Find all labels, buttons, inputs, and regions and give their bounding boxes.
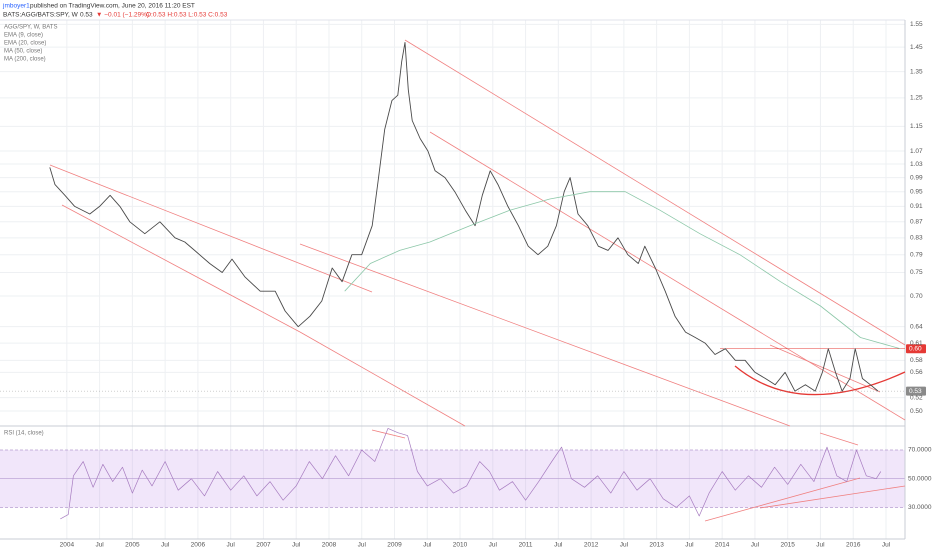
y-tick-label: 0.61 bbox=[910, 340, 923, 347]
x-tick-label: 2011 bbox=[519, 542, 533, 549]
last-price: 0.53 bbox=[80, 12, 93, 19]
y-tick-label: 0.79 bbox=[910, 251, 923, 258]
x-tick-label: 2016 bbox=[846, 542, 861, 549]
price-label: 0.53 bbox=[909, 388, 922, 395]
price-label: 0.60 bbox=[909, 345, 922, 352]
y-tick-label: 1.03 bbox=[910, 161, 923, 168]
rsi-tick-label: 70.0000 bbox=[908, 447, 932, 454]
series-line bbox=[49, 42, 879, 392]
trend-line bbox=[299, 243, 791, 427]
legend-entry: EMA (20, close) bbox=[4, 41, 46, 47]
y-tick-label: 0.83 bbox=[910, 235, 923, 242]
x-tick-label: Jul bbox=[292, 542, 301, 549]
trend-line bbox=[49, 164, 373, 293]
y-tick-label: 0.87 bbox=[910, 218, 923, 225]
y-tick-label: 1.55 bbox=[910, 21, 923, 28]
trend-line bbox=[61, 204, 301, 333]
x-tick-label: 2005 bbox=[125, 542, 140, 549]
y-tick-label: 1.25 bbox=[910, 95, 923, 102]
legend-entry: MA (200, close) bbox=[4, 57, 46, 63]
y-tick-label: 0.50 bbox=[910, 408, 923, 415]
x-tick-label: Jul bbox=[685, 542, 694, 549]
legend-entry: MA (50, close) bbox=[4, 49, 42, 55]
x-tick-label: 2008 bbox=[322, 542, 337, 549]
series-line bbox=[60, 428, 882, 520]
x-tick-label: 2007 bbox=[256, 542, 271, 549]
x-tick-label: 2006 bbox=[191, 542, 206, 549]
x-tick-label: Jul bbox=[882, 542, 891, 549]
x-tick-label: 2004 bbox=[60, 542, 75, 549]
price-label-box bbox=[906, 386, 926, 396]
trend-line bbox=[404, 39, 906, 346]
y-tick-label: 0.70 bbox=[910, 293, 923, 300]
trend-line bbox=[759, 485, 906, 509]
y-tick-label: 1.35 bbox=[910, 68, 923, 75]
legend-entry: AGG/SPY, W, BATS bbox=[4, 25, 57, 31]
y-tick-label: 0.52 bbox=[910, 394, 923, 401]
ohlc: O:0.53 H:0.53 L:0.53 C:0.53 bbox=[146, 12, 228, 19]
x-tick-label: 2015 bbox=[780, 542, 795, 549]
curve bbox=[734, 365, 906, 396]
y-tick-label: 0.95 bbox=[910, 188, 923, 195]
x-tick-label: Jul bbox=[423, 542, 432, 549]
x-tick-label: Jul bbox=[227, 542, 236, 549]
trend-line bbox=[819, 432, 859, 446]
y-tick-label: 0.91 bbox=[910, 203, 923, 210]
trend-line bbox=[429, 131, 906, 421]
x-tick-label: 2014 bbox=[715, 542, 730, 549]
x-tick-label: Jul bbox=[620, 542, 629, 549]
x-tick-label: 2013 bbox=[649, 542, 664, 549]
rsi-title: RSI (14, close) bbox=[4, 431, 44, 437]
x-tick-label: 2009 bbox=[387, 542, 402, 549]
change: ▼ −0.01 (−1.29%) bbox=[96, 12, 149, 19]
y-tick-label: 1.07 bbox=[910, 148, 923, 155]
trend-lines bbox=[49, 39, 906, 522]
trend-line bbox=[769, 344, 881, 393]
rsi-tick-label: 30.0000 bbox=[908, 504, 932, 511]
published: published on TradingView.com, June 20, 2… bbox=[30, 3, 195, 10]
legend-entry: EMA (9, close) bbox=[4, 33, 43, 39]
y-tick-label: 0.64 bbox=[910, 323, 923, 330]
grid bbox=[0, 20, 905, 539]
price-label-box bbox=[906, 344, 926, 354]
y-tick-label: 0.99 bbox=[910, 174, 923, 181]
x-tick-label: Jul bbox=[554, 542, 563, 549]
trend-line bbox=[299, 331, 466, 427]
rsi-tick-label: 50.0000 bbox=[908, 475, 932, 482]
x-tick-label: 2012 bbox=[584, 542, 599, 549]
y-tick-label: 0.75 bbox=[910, 269, 923, 276]
x-tick-label: Jul bbox=[95, 542, 104, 549]
author[interactable]: jmboyer1 bbox=[2, 3, 30, 10]
trend-line bbox=[371, 429, 406, 439]
x-tick-label: Jul bbox=[489, 542, 498, 549]
symbol: BATS:AGG/BATS:SPY, W bbox=[3, 12, 79, 19]
x-tick-label: Jul bbox=[161, 542, 170, 549]
trend-line bbox=[704, 477, 861, 522]
marks: 0.60 0.53 bbox=[0, 42, 926, 520]
x-tick-label: 2010 bbox=[453, 542, 468, 549]
y-tick-label: 1.15 bbox=[910, 123, 923, 130]
x-tick-label: Jul bbox=[816, 542, 825, 549]
x-tick-label: Jul bbox=[751, 542, 760, 549]
x-tick-label: Jul bbox=[358, 542, 367, 549]
y-tick-label: 1.45 bbox=[910, 44, 923, 51]
series-line bbox=[344, 191, 901, 350]
y-tick-label: 0.58 bbox=[910, 357, 923, 364]
y-tick-label: 0.56 bbox=[910, 369, 923, 376]
